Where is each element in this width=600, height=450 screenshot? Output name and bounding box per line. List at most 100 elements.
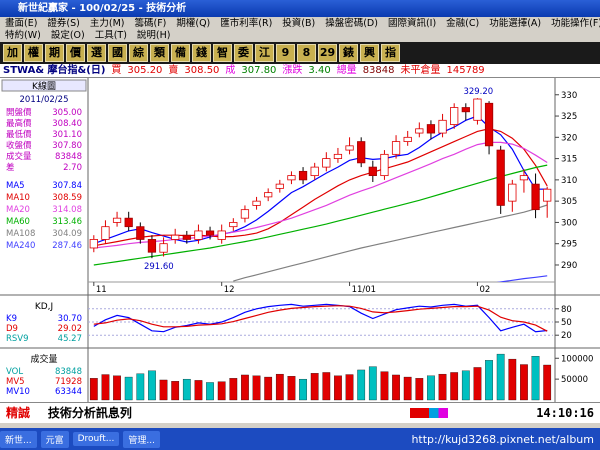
tool-button[interactable]: 江 <box>255 44 274 62</box>
menu-item[interactable]: 匯市利率(R) <box>220 18 273 29</box>
menu-item[interactable]: 設定(O) <box>50 30 85 41</box>
menu-item[interactable]: 特約(W) <box>5 30 41 41</box>
task-item[interactable]: 元富 <box>40 430 69 448</box>
menu-item[interactable]: 畫面(E) <box>5 18 38 29</box>
menu-item[interactable]: 期權(Q) <box>176 18 211 29</box>
candle-body <box>461 107 470 113</box>
tool-button[interactable]: 國 <box>108 44 127 62</box>
volume-bar <box>531 356 540 401</box>
volume-bar <box>334 375 342 401</box>
legend-value: 287.46 <box>52 241 82 251</box>
candle-body <box>484 102 494 147</box>
y-tick-label: 300 <box>561 218 577 228</box>
legend-value: 314.08 <box>52 205 82 215</box>
menu-item[interactable]: 主力(M) <box>89 18 125 29</box>
quote-field: 成 <box>225 65 236 76</box>
candle-body <box>391 141 401 155</box>
indicator <box>410 408 448 418</box>
tool-button[interactable]: 權 <box>24 44 43 62</box>
candle-body <box>438 119 447 134</box>
candle-body <box>543 188 552 202</box>
y-tick-label: 295 <box>561 240 577 250</box>
tool-button[interactable]: 29 <box>318 44 337 62</box>
quote-field: 總量 <box>336 65 357 76</box>
legend-name: MV10 <box>6 387 30 397</box>
chart-area: 290 295 300 305 310 315 320 325 330 11 12 11/01 02 32… <box>0 78 600 402</box>
menu-item[interactable]: 說明(H) <box>136 30 171 41</box>
volume-bar <box>241 374 249 401</box>
legend-value: 304.09 <box>52 229 82 239</box>
menu-item[interactable]: 功能操作(F) <box>551 18 600 29</box>
task-item[interactable]: Drouft... <box>72 432 120 446</box>
menu-item[interactable]: 功能選擇(A) <box>489 18 542 29</box>
tool-button[interactable]: 智 <box>213 44 232 62</box>
brand: 精誠 <box>6 406 31 420</box>
candle-body <box>252 200 261 206</box>
quote-field: 83848 <box>362 65 395 76</box>
line-series <box>93 128 548 247</box>
tool-button[interactable]: 期 <box>45 44 64 62</box>
legend-name: 差 <box>6 162 15 173</box>
y-tick-label: 100000 <box>561 354 593 364</box>
legend-name: 最高價 <box>6 118 32 129</box>
candle-body <box>171 234 180 240</box>
tool-button[interactable]: 錶 <box>339 44 358 62</box>
legend-value: 83848 <box>55 152 82 162</box>
candle-body <box>333 153 343 159</box>
volume-bar <box>438 373 447 401</box>
candle-body <box>101 226 110 240</box>
tool-button[interactable]: 價 <box>66 44 85 62</box>
quote-field: STWA& 摩台指&(日) <box>3 65 106 76</box>
candle-body <box>473 98 482 121</box>
volume-bar <box>252 375 261 401</box>
tool-button[interactable]: 錢 <box>192 44 211 62</box>
candle-body <box>298 170 308 181</box>
quote-field: 308.50 <box>184 65 220 76</box>
taskbar: 新世... 元富 Drouft... 管理... http://kujd3268.pix… <box>0 428 600 450</box>
legend-value: 308.40 <box>52 119 82 129</box>
candle-body <box>240 209 250 219</box>
tool-button[interactable]: 8 <box>297 44 316 62</box>
tool-button[interactable]: 備 <box>171 44 190 62</box>
candle-body <box>229 222 238 228</box>
volume-bar <box>171 381 180 401</box>
legend-name: MA108 <box>6 229 35 239</box>
quote-field: 145789 <box>446 65 485 76</box>
candle-body <box>368 166 377 177</box>
menu-item[interactable]: 工具(T) <box>94 30 127 41</box>
quote-field: 3.40 <box>308 65 331 76</box>
legend-name: RSV9 <box>6 334 29 344</box>
legend-name: 收盤價 <box>6 140 32 151</box>
tool-button[interactable]: 選 <box>87 44 106 62</box>
task-item[interactable]: 新世... <box>0 430 37 448</box>
candle-body <box>450 107 459 125</box>
task-item[interactable]: 管理... <box>123 430 160 448</box>
menu-item[interactable]: 金融(C) <box>446 18 480 29</box>
tool-button[interactable]: 綜 <box>129 44 148 62</box>
volume-bar <box>415 378 424 401</box>
menu-item[interactable]: 投資(B) <box>282 18 316 29</box>
tool-button[interactable]: 興 <box>360 44 379 62</box>
line-series <box>93 141 548 249</box>
tool-button[interactable]: 加 <box>3 44 22 62</box>
status-message: 技術分析訊息列 <box>47 406 132 420</box>
candle-body <box>112 217 122 223</box>
y-tick-label: 330 <box>561 91 577 101</box>
candle-body <box>194 230 203 240</box>
volume-bar <box>473 367 482 401</box>
line-series <box>93 305 548 332</box>
candle-body <box>275 183 284 189</box>
tool-button[interactable]: 委 <box>234 44 253 62</box>
tool-button[interactable]: 9 <box>276 44 295 62</box>
tool-button[interactable]: 指 <box>381 44 400 62</box>
tool-button[interactable]: 類 <box>150 44 169 62</box>
volume-bar <box>357 369 366 401</box>
menu-item[interactable]: 籌碼(F) <box>134 18 167 29</box>
candle-body <box>182 234 191 240</box>
menu-item[interactable]: 證券(S) <box>47 18 80 29</box>
menu-item[interactable]: 操盤密碼(D) <box>325 18 378 29</box>
legend-name: MA5 <box>6 181 25 191</box>
legend-name: K9 <box>6 314 17 324</box>
menu-item[interactable]: 國際資訊(I) <box>387 18 437 29</box>
